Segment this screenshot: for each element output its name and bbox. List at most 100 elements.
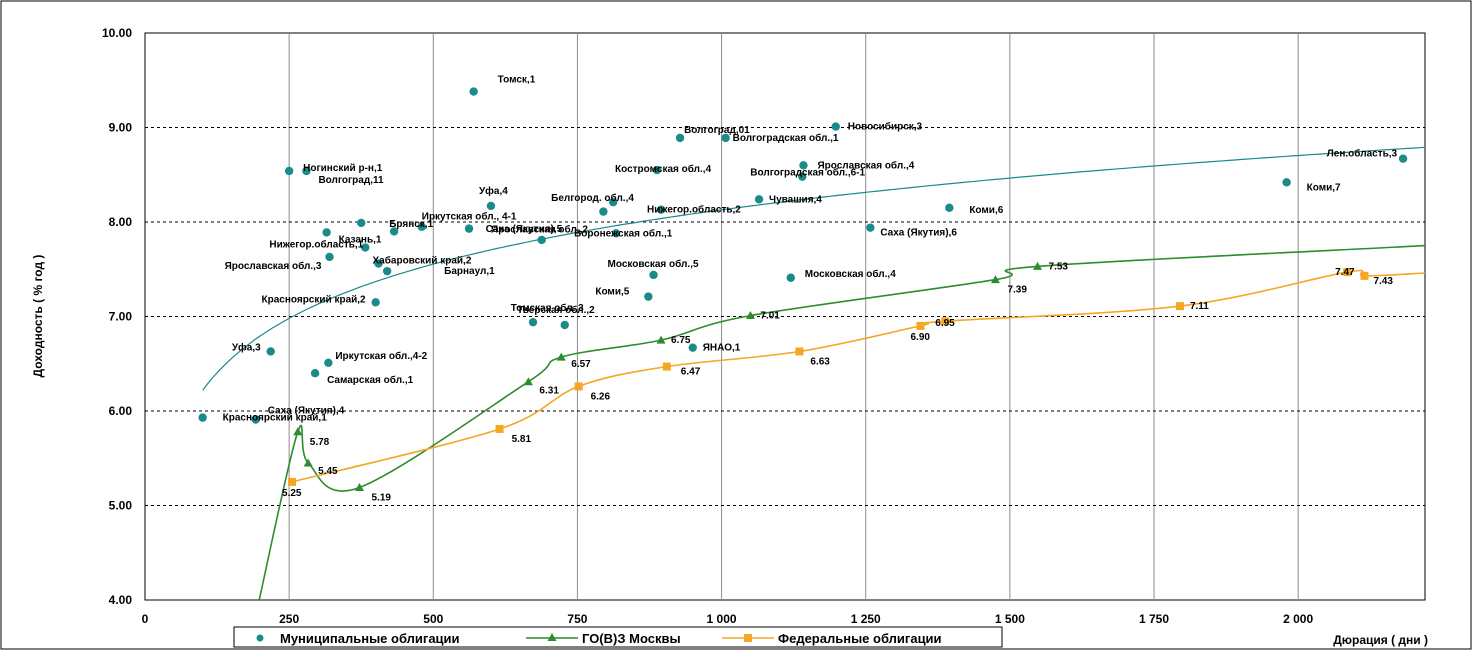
municipal-point-label: Тверская обл.,2: [517, 304, 595, 316]
municipal-point: [361, 243, 370, 252]
trend-layer: [202, 146, 1426, 391]
municipal-point-label: ЯНАО,1: [703, 343, 741, 354]
municipal-point-label: Уфа,3: [232, 341, 261, 353]
municipal-point-label: Ярославская обл.,2: [491, 224, 588, 236]
municipal-point: [608, 197, 618, 207]
municipal-point-label: Коми,7: [1307, 182, 1341, 193]
legend-municipal-marker: [256, 634, 264, 642]
series-marks: [198, 87, 1408, 492]
municipal-point-label: Красноярский край,1: [223, 413, 328, 424]
municipal-point-label: Коми,5: [595, 287, 629, 298]
municipal-point: [371, 298, 380, 307]
x-tick-label: 1 250: [851, 612, 881, 626]
municipal-point-label: Ярославская обл.,4: [817, 159, 914, 171]
municipal-point-label: Нижегор.область,2: [647, 204, 741, 216]
federal-point: [795, 347, 804, 356]
municipal-point-label: Саха (Якутия),6: [880, 228, 957, 239]
x-tick-label: 1 750: [1139, 612, 1169, 626]
x-tick-label: 250: [279, 612, 299, 626]
municipal-point-label: Воронежская обл.,1: [574, 227, 673, 239]
legend-federal-marker: [744, 634, 752, 642]
federal-point: [662, 362, 671, 371]
municipal-point-label: Коми,6: [969, 205, 1003, 216]
moscow-value-label: 7.01: [760, 311, 780, 322]
x-tick-label: 0: [142, 612, 149, 626]
municipal-point-label: Волгоград,01: [684, 125, 750, 136]
moscow-value-label: 7.53: [1049, 261, 1069, 272]
municipal-point: [374, 259, 383, 268]
municipal-point-label: Казань,1: [339, 234, 382, 245]
municipal-point: [537, 235, 546, 245]
municipal-point: [611, 229, 621, 238]
municipal-point: [656, 205, 666, 214]
federal-value-label: 6.26: [591, 391, 611, 402]
municipal-point: [357, 218, 366, 228]
federal-value-label: 6.63: [810, 356, 830, 367]
moscow-point: [293, 427, 303, 436]
municipal-point-label: Саха (Якутия),5: [486, 224, 563, 235]
x-tick-label: 2 000: [1283, 612, 1313, 626]
moscow-value-label: 6.75: [671, 335, 691, 346]
municipal-point: [486, 201, 496, 211]
municipal-point: [325, 252, 334, 262]
moscow-point: [556, 352, 566, 361]
municipal-point-label: Брянск,1: [389, 219, 433, 230]
x-axis-title: Дюрация ( дни ): [1333, 633, 1428, 647]
federal-value-label: 6.95: [935, 318, 955, 329]
x-tick-label: 1 000: [707, 612, 737, 626]
municipal-point: [831, 122, 840, 131]
municipal-point: [799, 161, 808, 170]
legend-moscow-marker: [547, 633, 557, 641]
municipal-point: [688, 343, 697, 352]
municipal-point: [945, 203, 954, 213]
municipal-point-label: Хабаровский край,2: [373, 255, 472, 267]
plot-area: [144, 32, 1426, 601]
moscow-point: [990, 275, 1000, 284]
municipal-point: [652, 165, 662, 175]
y-tick-label: 4.00: [109, 593, 133, 607]
federal-value-label: 7.47: [1335, 267, 1355, 278]
y-tick-label: 8.00: [109, 215, 133, 229]
y-axis-title: Доходность ( % год ): [31, 255, 45, 378]
federal-point: [916, 321, 925, 330]
municipal-point: [324, 358, 333, 368]
federal-point: [1175, 302, 1184, 311]
municipal-point: [310, 369, 320, 378]
legend-federal-label: Федеральные облигации: [778, 631, 942, 646]
municipal-point: [266, 347, 275, 356]
municipal-point: [382, 266, 392, 276]
municipal-point: [251, 415, 260, 424]
axis-ticks: 0 250 500 750 1 000 1 250 1 500 1 750 2 000 4.00 5…: [102, 26, 1314, 626]
municipal-point: [1282, 178, 1291, 187]
municipal-point-label: Волгоградская обл.,1: [733, 132, 839, 144]
municipal-point-label: Томская обл.,3: [511, 302, 584, 314]
municipal-point-label: Уфа,4: [479, 185, 508, 197]
municipal-point-label: Саха (Якутия),4: [268, 406, 345, 417]
federal-point: [941, 317, 950, 326]
federal-point: [1343, 268, 1352, 277]
municipal-point: [560, 320, 569, 330]
federal-point: [495, 424, 504, 433]
x-tick-label: 750: [567, 612, 587, 626]
moscow-point: [303, 458, 313, 467]
municipal-point-label: Иркутская обл.,4-2: [335, 350, 427, 362]
municipal-point-label: Волгоград,11: [318, 175, 384, 186]
moscow-point: [1033, 261, 1043, 270]
municipal-point-label: Новосибирск,3: [848, 121, 923, 133]
municipal-point-label: Лен.область,3: [1327, 148, 1398, 160]
moscow-value-label: 6.31: [539, 386, 559, 397]
municipal-point: [302, 166, 311, 176]
federal-value-label: 7.11: [1190, 301, 1209, 312]
moscow-series-line: [258, 244, 1426, 601]
federal-value-label: 6.47: [681, 367, 701, 378]
municipal-point-label: Иркутская обл., 4-1: [422, 211, 517, 223]
grid-layer: [145, 33, 1425, 600]
moscow-value-label: 7.39: [1007, 285, 1027, 296]
moscow-point: [354, 483, 364, 492]
municipal-point: [284, 166, 294, 176]
federal-value-label: 5.81: [512, 434, 532, 445]
municipal-point: [198, 413, 207, 422]
x-tick-label: 500: [423, 612, 443, 626]
